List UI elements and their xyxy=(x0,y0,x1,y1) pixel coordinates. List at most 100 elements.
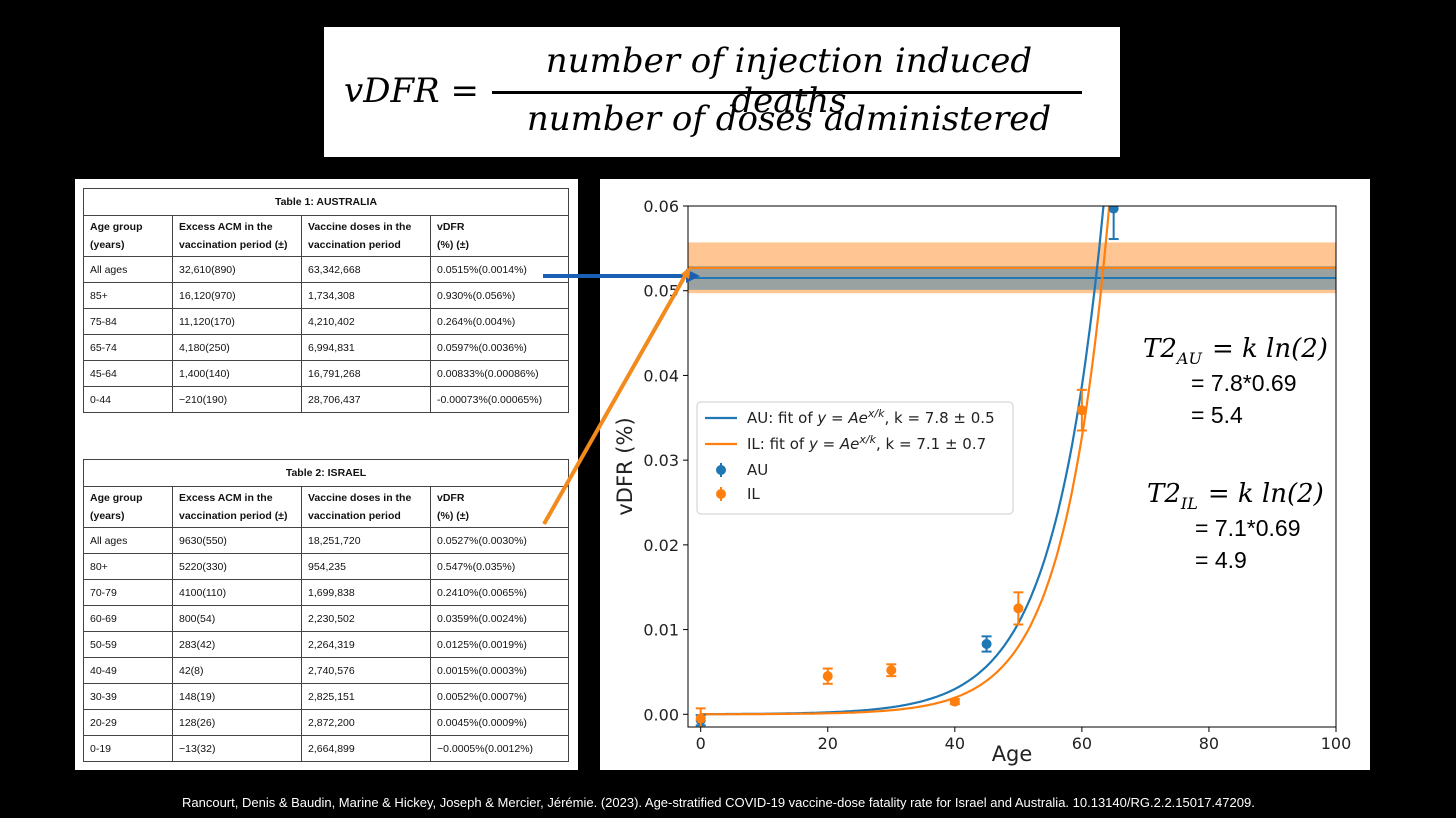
table-cell: 42(8) xyxy=(172,657,302,684)
table-row: 45-64 1,400(140) 16,791,268 0.00833%(0.0008… xyxy=(83,360,569,387)
t2-il-equation: T2IL = k ln(2) xyxy=(1147,479,1324,513)
table-cell: 0.0515%(0.0014%) xyxy=(430,256,569,283)
legend-marker xyxy=(716,465,726,475)
formula-box: vDFR = number of injection induced death… xyxy=(324,27,1120,157)
x-tick-label: 20 xyxy=(818,734,838,753)
table-row: 85+ 16,120(970) 1,734,308 0.930%(0.056%) xyxy=(83,282,569,309)
formula-denominator: number of doses administered xyxy=(526,99,1052,139)
point-marker xyxy=(981,638,992,649)
plot-area xyxy=(688,206,1336,727)
table-row: 60-69 800(54) 2,230,502 0.0359%(0.0024%) xyxy=(83,605,569,632)
vdfr-chart: 0 20 40 60 80 100 0.00 0.01 0.02 0.03 0.04 0.05 0.06… xyxy=(613,197,1352,766)
vdfr-formula: vDFR = number of injection induced death… xyxy=(324,27,1120,157)
legend-entry-fit-au: AU: fit of y = Aex/k, k = 7.8 ± 0.5 xyxy=(747,407,995,427)
legend-entry-au: AU xyxy=(747,461,768,479)
table-cell: 0.0052%(0.0007%) xyxy=(430,683,569,710)
table-australia: Table 1: AUSTRALIA Age group (years) Exce… xyxy=(83,188,569,413)
x-tick-label: 100 xyxy=(1321,734,1352,753)
y-tick-label: 0.05 xyxy=(643,282,679,301)
table-row: 0-19 −13(32) 2,664,899 −0.0005%(0.0012%) xyxy=(83,735,569,762)
table-cell: 60-69 xyxy=(83,605,173,632)
y-tick-label: 0.06 xyxy=(643,197,679,216)
table-row: All ages 32,610(890) 63,342,668 0.0515%(0.0… xyxy=(83,256,569,283)
t2-il-line1: = 7.1*0.69 xyxy=(1195,515,1301,541)
table-row: 80+ 5220(330) 954,235 0.547%(0.035%) xyxy=(83,553,569,580)
table-cell: 2,872,200 xyxy=(301,709,431,736)
table-cell: 0.0359%(0.0024%) xyxy=(430,605,569,632)
table-body: All ages 32,610(890) 63,342,668 0.0515%(0.0… xyxy=(83,256,569,413)
citation: Rancourt, Denis & Baudin, Marine & Hicke… xyxy=(182,795,1255,810)
point-marker xyxy=(949,696,960,707)
fit-curve-il xyxy=(700,206,1111,716)
table-cell: 128(26) xyxy=(172,709,302,736)
point-marker xyxy=(695,713,706,724)
data-point-il xyxy=(1013,591,1024,626)
x-tick-label: 40 xyxy=(945,734,965,753)
table-cell: -0.00073%(0.00065%) xyxy=(430,386,569,413)
data-point-au xyxy=(1108,206,1119,241)
table-cell: 18,251,720 xyxy=(301,527,431,554)
table-cell: 0-19 xyxy=(83,735,173,762)
table-row: All ages 9630(550) 18,251,720 0.0527%(0.003… xyxy=(83,527,569,554)
arrowhead-il xyxy=(681,266,691,279)
legend-entry-fit-il: IL: fit of y = Aex/k, k = 7.1 ± 0.7 xyxy=(747,433,986,453)
table-row: 40-49 42(8) 2,740,576 0.0015%(0.0003%) xyxy=(83,657,569,684)
data-point-au xyxy=(981,635,992,653)
table-israel: Table 2: ISRAEL Age group (years) Excess … xyxy=(83,459,569,762)
table-cell: 5220(330) xyxy=(172,553,302,580)
t2-il-line2: = 4.9 xyxy=(1195,547,1247,573)
table-cell: 283(42) xyxy=(172,631,302,658)
table-cell: 45-64 xyxy=(83,360,173,387)
point-marker xyxy=(1108,206,1119,214)
table-row: 65-74 4,180(250) 6,994,831 0.0597%(0.0036%) xyxy=(83,334,569,361)
table-cell: 40-49 xyxy=(83,657,173,684)
y-tick-label: 0.04 xyxy=(643,366,679,385)
x-axis-label: Age xyxy=(992,742,1033,766)
table-caption: Table 2: ISRAEL xyxy=(83,459,569,487)
table-cell: 0.547%(0.035%) xyxy=(430,553,569,580)
table-cell: −210(190) xyxy=(172,386,302,413)
header-cell: Age group (years) xyxy=(83,215,173,257)
formula-numerator: number of injection induced deaths xyxy=(545,41,1033,121)
point-marker xyxy=(1076,405,1087,416)
y-tick-label: 0.01 xyxy=(643,621,679,640)
table-cell: 1,400(140) xyxy=(172,360,302,387)
x-tick-label: 60 xyxy=(1072,734,1092,753)
t2-au-line2: = 5.4 xyxy=(1191,402,1243,428)
y-tick-label: 0.02 xyxy=(643,536,679,555)
data-point-il xyxy=(949,696,960,707)
table-cell: 0.2410%(0.0065%) xyxy=(430,579,569,606)
table-cell: 148(19) xyxy=(172,683,302,710)
table-cell: 70-79 xyxy=(83,579,173,606)
table-cell: 2,264,319 xyxy=(301,631,431,658)
y-tick-label: 0.03 xyxy=(643,451,679,470)
header-cell: vDFR (%) (±) xyxy=(430,486,569,528)
table-cell: 16,120(970) xyxy=(172,282,302,309)
table-cell: −0.0005%(0.0012%) xyxy=(430,735,569,762)
table-row: 50-59 283(42) 2,264,319 0.0125%(0.0019%) xyxy=(83,631,569,658)
legend-box xyxy=(696,401,1014,515)
tables-panel: Table 1: AUSTRALIA Age group (years) Exce… xyxy=(75,179,578,770)
t2-au-line1: = 7.8*0.69 xyxy=(1191,370,1297,396)
table-cell: 0.00833%(0.00086%) xyxy=(430,360,569,387)
table-cell: 0.0527%(0.0030%) xyxy=(430,527,569,554)
point-marker xyxy=(1013,603,1024,614)
t2-au-equation: T2AU = k ln(2) xyxy=(1143,334,1328,368)
data-point-il xyxy=(695,707,706,727)
arrow-il xyxy=(542,275,687,525)
table-cell: All ages xyxy=(83,527,173,554)
table-cell: 800(54) xyxy=(172,605,302,632)
y-axis-label: vDFR (%) xyxy=(613,417,637,515)
table-cell: 63,342,668 xyxy=(301,256,431,283)
header-cell: Excess ACM in the vaccination period (±) xyxy=(172,215,302,257)
table-row: 75-84 11,120(170) 4,210,402 0.264%(0.004%) xyxy=(83,308,569,335)
table-cell: 85+ xyxy=(83,282,173,309)
table-cell: −13(32) xyxy=(172,735,302,762)
table-cell: 75-84 xyxy=(83,308,173,335)
table-cell: 65-74 xyxy=(83,334,173,361)
table-caption: Table 1: AUSTRALIA xyxy=(83,188,569,216)
table-cell: 0.264%(0.004%) xyxy=(430,308,569,335)
formula-lhs: vDFR = xyxy=(344,71,479,111)
point-marker xyxy=(822,671,833,682)
